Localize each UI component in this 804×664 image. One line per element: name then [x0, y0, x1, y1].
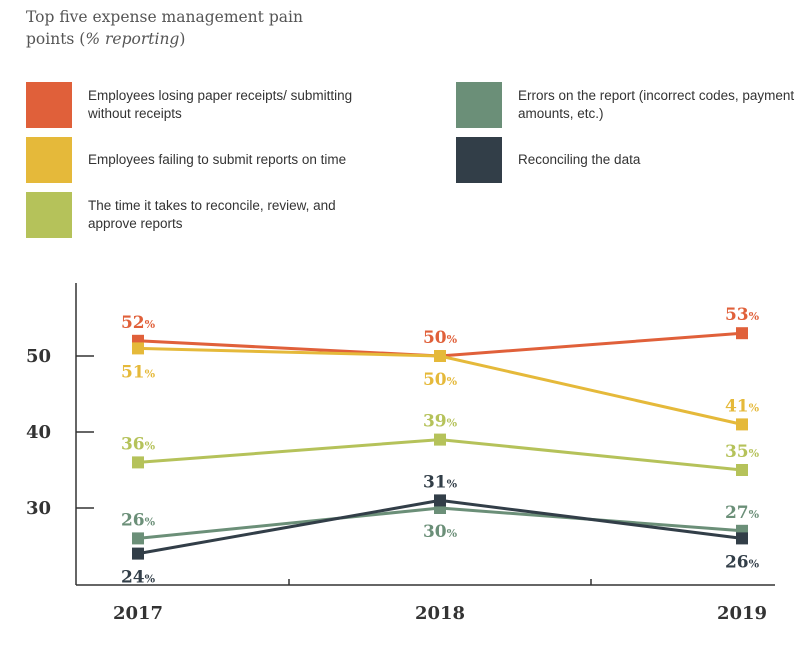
- chart-title: Top five expense management pain points …: [26, 8, 303, 48]
- data-point: [132, 532, 144, 545]
- data-point: [132, 456, 144, 469]
- legend-item-failing-submit: Employees failing to submit reports on t…: [26, 137, 378, 183]
- legend-swatch: [26, 192, 72, 238]
- data-label: 41%: [725, 396, 760, 416]
- data-label: 30%: [423, 522, 458, 542]
- data-label: 31%: [423, 472, 458, 492]
- legend-label: Reconciling the data: [518, 152, 641, 167]
- data-point: [434, 494, 446, 507]
- data-label: 24%: [121, 568, 156, 588]
- legend-swatch: [26, 137, 72, 183]
- data-point: [736, 464, 748, 476]
- x-tick-label: 2019: [717, 603, 767, 624]
- legend-label: Employees losing paper receipts/ submitt…: [88, 88, 353, 121]
- y-tick-label: 40: [26, 422, 51, 443]
- legend-item-paper-receipts: Employees losing paper receipts/ submitt…: [26, 82, 378, 128]
- legend-swatch: [26, 82, 72, 128]
- data-point: [132, 547, 144, 560]
- data-label: 26%: [725, 552, 760, 572]
- data-point: [132, 342, 144, 355]
- data-label: 52%: [121, 313, 156, 333]
- x-tick-label: 2018: [415, 603, 465, 624]
- data-point: [736, 418, 748, 431]
- legend-item-reconciling-data: Reconciling the data: [456, 137, 804, 183]
- data-point: [736, 532, 748, 545]
- data-label: 26%: [121, 510, 156, 530]
- legend-label: Errors on the report (incorrect codes, p…: [518, 88, 795, 121]
- data-label: 51%: [121, 362, 156, 382]
- x-tick-label: 2017: [113, 603, 163, 624]
- data-label: 50%: [423, 370, 458, 390]
- y-tick-label: 50: [26, 346, 51, 367]
- legend-swatch: [456, 137, 502, 183]
- legend-label: The time it takes to reconcile, review, …: [88, 198, 336, 231]
- legend-label: Employees failing to submit reports on t…: [88, 152, 347, 167]
- data-label: 35%: [725, 442, 760, 462]
- data-label: 53%: [725, 305, 760, 325]
- data-point: [736, 327, 748, 340]
- data-label: 27%: [725, 503, 760, 523]
- legend-item-reconcile-review: The time it takes to reconcile, review, …: [26, 192, 378, 238]
- data-point: [434, 433, 446, 446]
- data-label: 50%: [423, 328, 458, 348]
- data-label: 36%: [121, 434, 156, 454]
- data-label: 39%: [423, 412, 458, 432]
- y-tick-label: 30: [26, 498, 51, 519]
- legend-swatch: [456, 82, 502, 128]
- legend-item-errors-report: Errors on the report (incorrect codes, p…: [456, 82, 804, 128]
- data-point: [434, 350, 446, 362]
